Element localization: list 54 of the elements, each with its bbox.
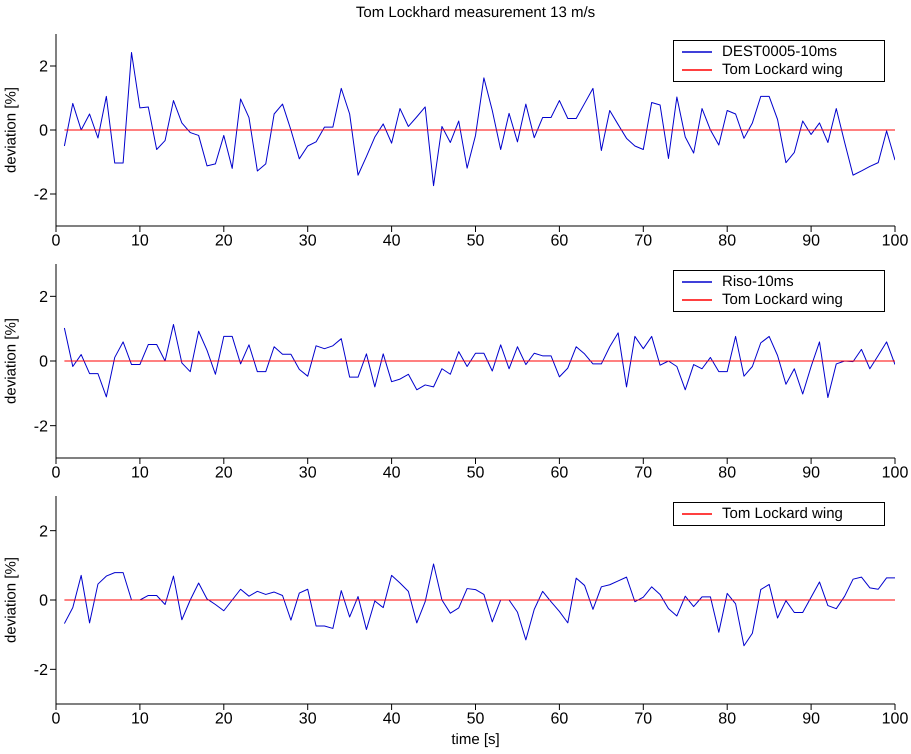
y-tick-label: -2 bbox=[34, 662, 48, 680]
x-tick-label: 10 bbox=[131, 710, 149, 728]
chart-title: Tom Lockhard measurement 13 m/s bbox=[354, 3, 596, 23]
x-tick-label: 70 bbox=[634, 232, 652, 250]
x-tick-label: 100 bbox=[882, 464, 908, 482]
x-tick-label: 10 bbox=[131, 232, 149, 250]
x-tick-label: 0 bbox=[52, 232, 61, 250]
x-tick-label: 60 bbox=[550, 710, 568, 728]
y-tick-label: 2 bbox=[39, 58, 48, 76]
x-tick-label: 90 bbox=[802, 464, 820, 482]
y-tick-label: 2 bbox=[39, 523, 48, 540]
y-tick-label: 2 bbox=[39, 289, 48, 306]
legend-label: Riso-10ms bbox=[722, 273, 794, 291]
x-tick-label: 60 bbox=[550, 232, 568, 250]
x-tick-label: 70 bbox=[634, 710, 652, 728]
x-tick-label: 70 bbox=[634, 464, 652, 482]
y-axis-title: deviation [%] bbox=[2, 318, 20, 404]
y-tick-label: 0 bbox=[39, 122, 48, 140]
x-tick-label: 0 bbox=[52, 464, 61, 482]
x-tick-label: 50 bbox=[466, 232, 484, 250]
y-axis-title: deviation [%] bbox=[2, 87, 20, 173]
x-tick-label: 60 bbox=[550, 464, 568, 482]
legend-label: DEST0005-10ms bbox=[722, 43, 838, 61]
x-tick-label: 20 bbox=[214, 232, 233, 250]
y-axis-title: deviation [%] bbox=[2, 557, 20, 643]
x-tick-label: 10 bbox=[131, 464, 149, 482]
x-tick-label: 80 bbox=[718, 464, 736, 482]
y-tick-label: 0 bbox=[39, 354, 48, 371]
x-tick-label: 50 bbox=[466, 710, 484, 728]
legend-label: Tom Lockard wing bbox=[722, 61, 843, 79]
legend-label: Tom Lockard wing bbox=[722, 291, 843, 309]
x-tick-label: 40 bbox=[382, 232, 401, 250]
legend-label: Tom Lockard wing bbox=[722, 505, 843, 523]
x-tick-label: 30 bbox=[298, 464, 317, 482]
x-tick-label: 80 bbox=[718, 232, 736, 250]
x-tick-label: 90 bbox=[802, 710, 820, 728]
x-tick-label: 100 bbox=[882, 710, 908, 728]
y-tick-label: 0 bbox=[39, 592, 48, 610]
x-tick-label: 20 bbox=[214, 710, 233, 728]
x-tick-label: 40 bbox=[382, 464, 401, 482]
y-tick-label: -2 bbox=[34, 418, 48, 436]
x-tick-label: 0 bbox=[52, 710, 61, 728]
x-tick-label: 80 bbox=[718, 710, 736, 728]
x-axis-title: time [s] bbox=[451, 731, 500, 748]
line-series bbox=[64, 324, 895, 398]
y-tick-label: -2 bbox=[34, 186, 48, 204]
x-tick-label: 90 bbox=[802, 232, 820, 250]
x-tick-label: 40 bbox=[382, 710, 401, 728]
x-tick-label: 50 bbox=[466, 464, 484, 482]
x-tick-label: 20 bbox=[214, 464, 233, 482]
x-tick-label: 100 bbox=[882, 232, 908, 250]
line-series bbox=[64, 563, 895, 646]
x-tick-label: 30 bbox=[298, 232, 317, 250]
x-tick-label: 30 bbox=[298, 710, 317, 728]
